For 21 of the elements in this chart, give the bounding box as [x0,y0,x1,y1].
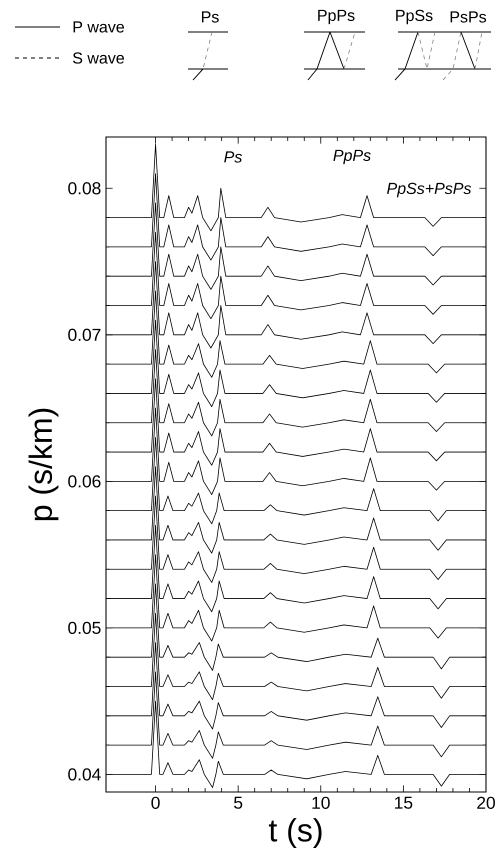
y-tick-label: 0.06 [68,475,101,488]
y-tick-label: 0.08 [68,182,101,194]
x-tick-label: 10 [312,796,330,809]
text: PpSs [396,10,433,24]
text: S wave [72,52,124,64]
x-tick-label: 5 [234,796,242,809]
text: P wave [74,21,124,33]
annotation: PpPs [333,150,371,164]
text: PsPs [450,11,486,23]
text: Ps [202,11,219,23]
annotation: Ps [224,151,242,163]
x-axis-title: t (s) [268,818,322,848]
y-tick-label: 0.05 [68,622,101,634]
x-tick-label: 20 [477,796,495,809]
y-tick-label: 0.04 [68,768,101,781]
y-axis-title: p (s/km) [28,408,58,520]
annotation: PpSs+PsPs [387,182,472,198]
y-tick-label: 0.07 [68,328,100,341]
x-tick-label: 15 [395,796,412,809]
x-tick-label: 0 [151,796,160,809]
text: PpPs [318,10,355,24]
